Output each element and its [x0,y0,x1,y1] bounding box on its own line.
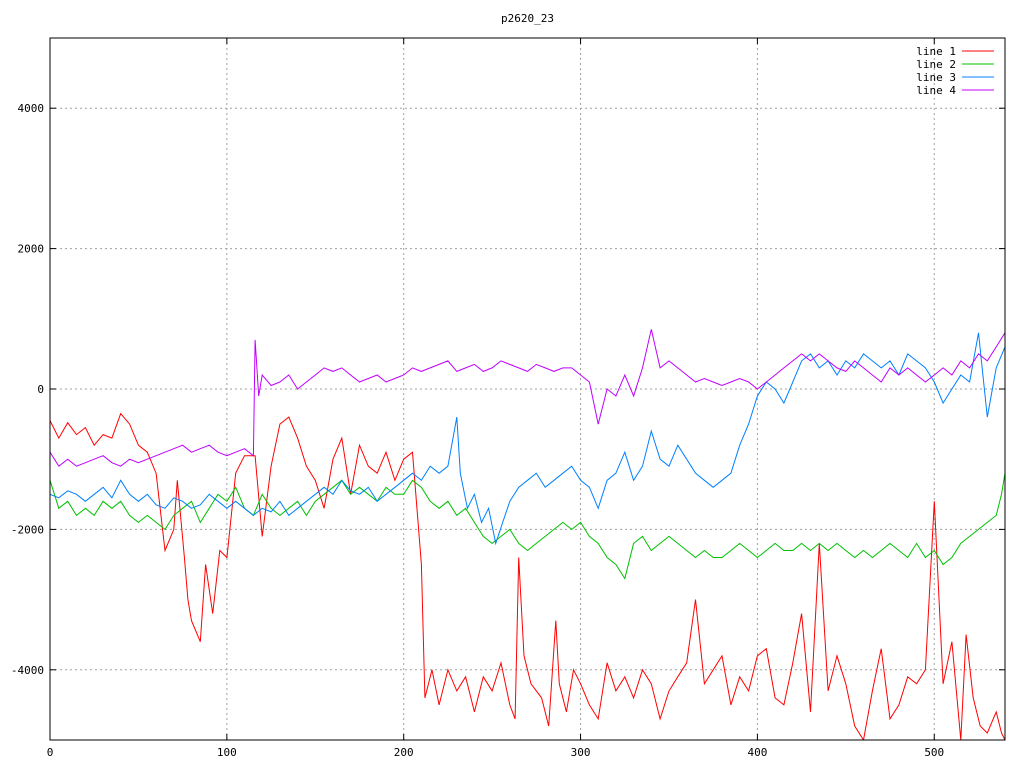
axis-ticks: 0 100 200 300 400 500 -4000 -2000 0 2000 4000 [11,38,1005,759]
y-tick-label: 2000 [18,243,45,256]
x-tick-label: 200 [394,746,414,759]
series-line-3 [50,332,1005,546]
legend-label: line 1 [916,45,956,58]
x-tick-label: 500 [924,746,944,759]
y-tick-label: 4000 [18,102,45,115]
y-tick-label: -4000 [11,664,44,677]
legend-label: line 4 [916,84,956,97]
grid-lines [49,38,1005,740]
x-tick-label: 300 [571,746,591,759]
series-line-2 [50,473,1005,580]
x-tick-label: 400 [747,746,767,759]
legend-label: line 2 [916,58,956,71]
y-tick-label: -2000 [11,523,44,536]
x-tick-label: 100 [217,746,237,759]
series-lines [50,329,1005,740]
chart-title: p2620_23 [501,12,554,25]
y-tick-label: 0 [37,383,44,396]
x-tick-label: 0 [47,746,54,759]
series-line-4 [50,329,1005,467]
series-line-1 [50,412,1005,740]
legend-label: line 3 [916,71,956,84]
